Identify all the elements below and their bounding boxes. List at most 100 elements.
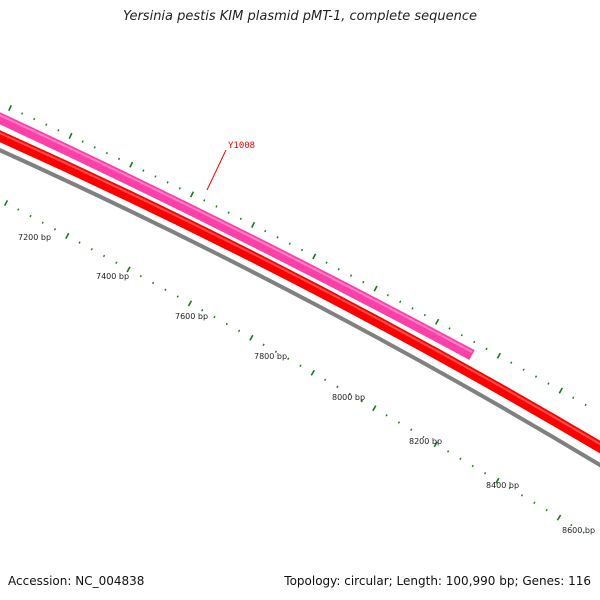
- scale-label: 7600 bp: [175, 312, 208, 321]
- minor-tick: [178, 187, 181, 190]
- minor-tick: [102, 254, 106, 258]
- minor-tick: [460, 334, 463, 337]
- minor-tick: [139, 274, 142, 278]
- scale-label: 8200 bp: [409, 437, 442, 446]
- minor-tick: [533, 501, 536, 504]
- major-tick: [65, 232, 70, 239]
- gene-feature-track[interactable]: [0, 112, 475, 360]
- minor-tick: [471, 464, 474, 468]
- major-tick: [249, 334, 254, 341]
- minor-tick: [215, 205, 218, 208]
- major-tick: [433, 441, 438, 448]
- minor-tick: [264, 229, 267, 233]
- minor-tick: [225, 322, 228, 326]
- scale-label: 7200 bp: [18, 233, 51, 242]
- major-tick: [372, 405, 377, 412]
- minor-tick: [166, 181, 169, 184]
- major-tick: [310, 369, 315, 376]
- major-tick: [434, 318, 440, 325]
- major-tick: [8, 104, 12, 112]
- minor-tick: [582, 531, 585, 534]
- gene-feature-highlight: [0, 114, 473, 353]
- major-tick: [68, 132, 73, 140]
- accession-text: Accession: NC_004838: [8, 574, 145, 588]
- minor-tick: [570, 523, 573, 527]
- minor-tick: [360, 399, 364, 403]
- minor-tick: [276, 236, 279, 239]
- minor-tick: [362, 280, 365, 284]
- minor-tick: [448, 327, 451, 330]
- minor-tick: [237, 329, 241, 333]
- inner-tick-marks: [3, 200, 585, 534]
- minor-tick: [288, 242, 291, 245]
- minor-tick: [473, 340, 476, 344]
- minor-tick: [397, 421, 401, 424]
- gene-label-callout-line: [206, 149, 227, 191]
- minor-tick: [154, 175, 157, 178]
- minor-tick: [17, 208, 20, 211]
- minor-tick: [41, 221, 44, 224]
- gene-label-y1008[interactable]: Y1008: [228, 141, 255, 151]
- scale-label: 7400 bp: [96, 272, 129, 281]
- major-tick: [495, 477, 500, 484]
- minor-tick: [53, 228, 57, 231]
- major-tick: [556, 514, 562, 521]
- minor-tick: [142, 169, 145, 172]
- major-tick: [558, 387, 563, 394]
- minor-tick: [239, 217, 242, 221]
- major-tick: [187, 300, 193, 307]
- topology-summary-text: Topology: circular; Length: 100,990 bp; …: [284, 574, 591, 588]
- minor-tick: [57, 129, 60, 132]
- minor-tick: [300, 248, 304, 252]
- minor-tick: [115, 261, 118, 264]
- major-tick: [373, 285, 378, 292]
- minor-tick: [21, 112, 24, 115]
- minor-tick: [385, 414, 388, 417]
- minor-tick: [176, 295, 179, 298]
- minor-tick: [410, 428, 413, 431]
- scale-label: 8400 bp: [486, 481, 519, 490]
- minor-tick: [164, 288, 167, 291]
- backbone-track: [0, 148, 600, 468]
- major-tick: [189, 191, 195, 198]
- minor-tick: [411, 307, 414, 310]
- minor-tick: [522, 368, 525, 371]
- minor-tick: [510, 361, 513, 364]
- minor-tick: [90, 248, 93, 251]
- minor-tick: [287, 357, 290, 360]
- scale-label: 8600 bp: [562, 526, 595, 535]
- cds-track-highlight: [0, 132, 600, 446]
- minor-tick: [547, 382, 550, 385]
- minor-tick: [105, 151, 108, 155]
- minor-tick: [299, 364, 302, 367]
- minor-tick: [446, 450, 450, 453]
- major-tick: [3, 200, 9, 206]
- minor-tick: [93, 146, 96, 149]
- minor-tick: [508, 486, 511, 490]
- minor-tick: [534, 375, 538, 378]
- major-tick: [129, 161, 134, 168]
- outer-tick-marks: [8, 104, 587, 407]
- minor-tick: [203, 199, 206, 202]
- minor-tick: [386, 293, 390, 297]
- major-tick: [250, 221, 256, 228]
- map-title: Yersinia pestis KIM plasmid pMT-1, compl…: [122, 9, 478, 24]
- minor-tick: [45, 123, 48, 126]
- major-tick: [126, 266, 131, 273]
- minor-tick: [29, 214, 32, 218]
- cds-track[interactable]: [0, 130, 600, 454]
- minor-tick: [323, 378, 327, 382]
- minor-tick: [520, 494, 524, 497]
- scale-label: 8000 bp: [332, 393, 365, 402]
- minor-tick: [117, 157, 121, 161]
- minor-tick: [337, 267, 340, 271]
- minor-tick: [422, 435, 425, 439]
- minor-tick: [227, 211, 230, 214]
- major-tick: [312, 253, 317, 260]
- minor-tick: [572, 396, 575, 399]
- scale-labels: 7200 bp 7400 bp 7600 bp 7800 bp 8000 bp …: [18, 233, 595, 535]
- minor-tick: [201, 308, 204, 312]
- major-tick: [496, 352, 501, 359]
- minor-tick: [81, 140, 84, 143]
